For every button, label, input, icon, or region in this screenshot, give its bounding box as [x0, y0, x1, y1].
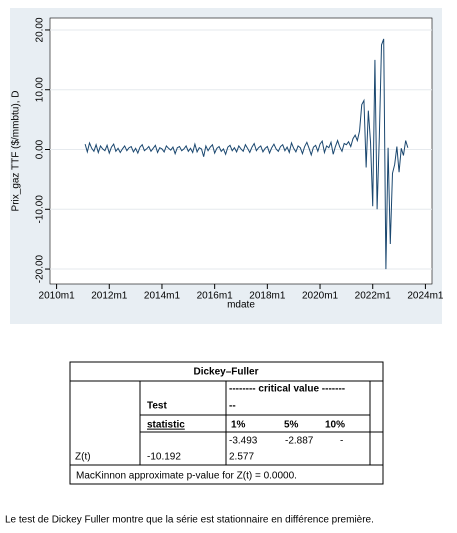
caption: Le test de Dickey Fuller montre que la s…	[5, 515, 374, 526]
x-tick-label: 2022m1	[355, 291, 392, 302]
header-cell: 10%	[325, 420, 345, 431]
x-tick-label: 2020m1	[302, 291, 339, 302]
row-label: Z(t)	[75, 452, 91, 463]
header-cell: Test	[147, 401, 167, 412]
y-tick-label: 10.00	[35, 77, 46, 102]
table-border	[69, 361, 384, 485]
x-tick-label: 2010m1	[39, 291, 76, 302]
plot-area	[49, 17, 433, 285]
header-cell: -------- critical value -------	[229, 384, 345, 395]
x-axis-label: mdate	[227, 300, 255, 311]
table-cell: -2.887	[285, 436, 314, 447]
y-tick-label: 0.00	[35, 139, 46, 159]
table-title: Dickey–Fuller	[193, 367, 258, 378]
x-tick-label: 2014m1	[144, 291, 181, 302]
data-line	[84, 38, 409, 270]
x-tick-label: 2016m1	[197, 291, 234, 302]
table-footnote: MacKinnon approximate p-value for Z(t) =…	[76, 471, 297, 482]
header-cell: 1%	[231, 420, 246, 431]
chart: 20.00 10.00 0.00 -10.00 -20.00 2010m1 2012m1 20…	[35, 17, 444, 302]
table-cell: -	[340, 436, 343, 447]
y-tick-label: 20.00	[35, 17, 46, 42]
y-tick-label: -20.00	[35, 254, 46, 283]
x-tick-label: 2024m1	[407, 291, 444, 302]
header-cell: --	[229, 401, 236, 412]
y-axis-label: Prix_gaz TTF ($/mmbtu), D	[11, 91, 22, 212]
header-cell: 5%	[284, 420, 299, 431]
header-cell: statistic	[147, 420, 185, 431]
table-cell: 2.577	[229, 452, 254, 463]
table: Dickey–Fuller Test statistic -------- cr…	[69, 361, 384, 485]
table-cell: -3.493	[229, 436, 258, 447]
x-tick-label: 2018m1	[249, 291, 286, 302]
table-cell: -10.192	[147, 452, 181, 463]
y-tick-label: -10.00	[35, 195, 46, 224]
x-tick-label: 2012m1	[91, 291, 128, 302]
